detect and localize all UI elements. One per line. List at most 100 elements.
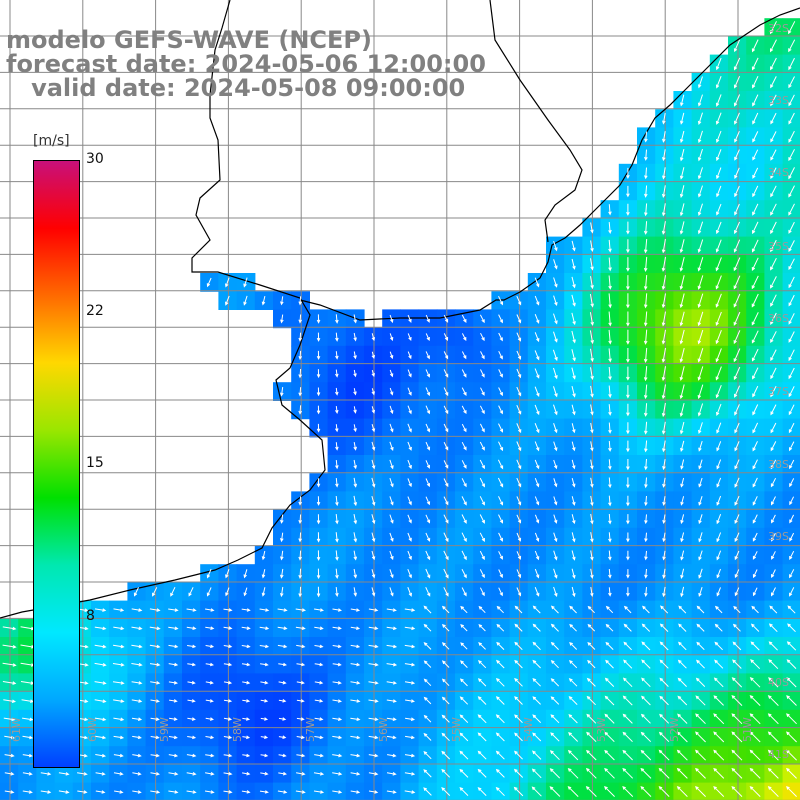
wind-arrow [534,386,540,397]
wind-arrow [477,786,487,796]
wind-direction-arrows [2,21,797,797]
wind-arrow [589,294,594,308]
wind-arrow [368,717,379,721]
lat-label-32s: 32S [768,22,789,35]
wind-arrow [643,329,648,345]
wind-arrow [696,641,705,651]
wind-arrow [608,293,612,309]
wind-arrow [496,605,504,614]
wind-arrow [241,662,251,667]
wind-arrow [643,403,648,417]
wind-arrow [550,714,560,724]
wind-arrow [715,221,722,235]
wind-arrow [680,130,685,144]
wind-arrow [788,349,795,362]
wind-arrow [477,696,487,705]
wind-arrow [590,385,594,398]
wind-arrow [335,532,339,543]
wind-arrow [389,441,394,452]
wind-arrow [604,767,615,779]
wind-arrow [532,623,541,632]
wind-arrow [425,351,430,360]
wind-arrow [2,626,17,631]
wind-arrow [750,659,761,670]
wind-arrow [714,659,724,669]
wind-arrow [423,678,432,687]
wind-arrow [770,257,777,271]
wind-arrow [441,732,450,742]
wind-arrow [697,329,704,345]
wind-arrow [350,644,361,649]
wind-arrow [568,677,578,687]
wind-arrow [552,349,558,362]
wind-arrow [679,203,685,217]
wind-arrow [571,367,576,380]
wind-arrow [150,753,160,758]
wind-arrow [788,422,795,434]
wind-arrow [643,347,648,364]
wind-arrow [662,167,666,180]
wind-arrow [479,423,485,433]
wind-arrow [168,790,179,794]
wind-arrow [531,786,542,797]
wind-arrow [477,659,487,669]
wind-arrow [169,717,178,721]
wind-arrow [767,786,779,797]
wind-arrow [314,753,324,758]
wind-arrow [479,496,485,506]
wind-arrow [643,384,648,400]
wind-arrow [752,367,759,380]
wind-arrow [626,311,630,327]
wind-arrow [423,732,432,741]
wind-arrow [516,441,522,452]
wind-arrow [590,495,594,507]
wind-arrow [495,768,505,778]
lon-label-59w: 59W [158,717,171,742]
wind-arrow [514,623,523,632]
wind-arrow [734,422,740,434]
wind-arrow [734,404,740,416]
wind-arrow [423,605,432,614]
wind-arrow [749,713,761,725]
wind-arrow [461,532,467,543]
wind-arrow [644,477,648,489]
wind-arrow [133,587,139,597]
wind-arrow [94,681,107,685]
lat-label-41s: 41S [768,748,789,761]
wind-arrow [513,768,524,778]
wind-arrow [150,717,160,721]
wind-arrow [479,314,485,324]
wind-arrow [679,148,685,162]
wind-arrow [553,404,558,416]
wind-arrow [567,786,579,797]
wind-arrow [441,768,451,778]
wind-arrow [731,731,743,743]
wind-arrow [626,203,630,216]
wind-arrow [788,94,795,107]
wind-arrow [187,735,197,740]
wind-arrow [590,477,594,488]
lat-label-38s: 39S [768,530,789,543]
wind-arrow [752,477,758,488]
wind-arrow [734,495,740,506]
wind-arrow [534,404,540,416]
wind-arrow [659,713,670,724]
wind-arrow [479,441,485,451]
wind-arrow [698,459,703,470]
wind-arrow [770,349,777,362]
wind-arrow [697,293,704,309]
wind-arrow [423,787,432,796]
wind-arrow [480,332,485,342]
wind-arrow [405,699,415,703]
wind-arrow [716,587,721,597]
wind-arrow [461,423,467,433]
wind-arrow [150,699,160,703]
wind-arrow [3,699,17,703]
wind-arrow [498,387,503,397]
wind-arrow [516,350,522,360]
wind-arrow [752,404,759,416]
lon-label-53w: 53W [595,717,608,742]
wind-arrow [677,695,688,706]
wind-arrow [280,586,284,598]
wind-arrow [768,659,779,670]
